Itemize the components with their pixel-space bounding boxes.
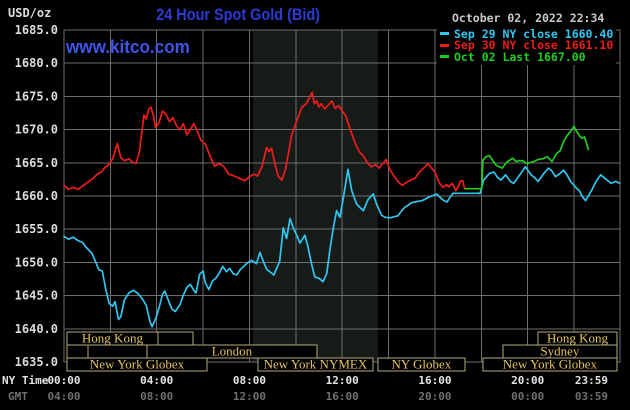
session-label: Hong Kong: [82, 331, 144, 346]
x-tick-label: 16:00: [418, 374, 451, 387]
session-label: London: [212, 344, 253, 359]
y-tick-label: 1640.0: [15, 322, 58, 336]
legend: Sep 29 NY close 1660.40 Sep 30 NY close 1…: [437, 26, 617, 65]
session-box-ny-globex: NY Globex: [377, 357, 466, 372]
y-tick-label: 1650.0: [15, 255, 58, 269]
session-label: New York Globex: [90, 357, 185, 372]
x-axis-row-gmt: GMT 04:00 08:00 12:00 16:00 20:00 00:00 03:59: [8, 390, 608, 403]
session-box-hong-kong: Hong Kong: [66, 331, 159, 346]
x-tick-label: 12:00: [326, 374, 359, 387]
x-axis-row-label: GMT: [8, 390, 28, 403]
kitco-watermark: www.kitco.com: [66, 37, 190, 57]
units-label: USD/oz: [8, 6, 52, 20]
session-label: New York Globex: [503, 357, 598, 372]
y-tick-label: 1645.0: [15, 289, 58, 303]
legend-dash-icon: [440, 32, 449, 36]
legend-item-sep-29: Sep 29 NY close 1660.40: [440, 26, 614, 41]
session-box-new-york-nymex: New York NYMEX: [257, 357, 374, 372]
x-tick-label: 00:00: [47, 374, 80, 387]
y-tick-label: 1680.0: [15, 56, 58, 70]
y-tick-label: 1665.0: [15, 156, 58, 170]
session-box: [66, 344, 89, 359]
x-tick-label: 23:59: [575, 374, 608, 387]
x-axis-row-ny-time: NY Time 00:00 04:00 08:00 12:00 16:00 20:00 23:…: [2, 374, 608, 387]
x-tick-label: 04:00: [140, 374, 173, 387]
session-box-new-york-globex: New York Globex: [66, 357, 208, 372]
series-oct-02: [464, 125, 590, 190]
datetime-label: October 02, 2022 22:34: [452, 11, 605, 25]
legend-dash-icon: [440, 55, 449, 59]
y-tick-label: 1670.0: [15, 123, 58, 137]
y-axis-labels: 1685.0 1680.0 1675.0 1670.0 1665.0 1660.0 1655…: [15, 23, 58, 369]
y-tick-label: 1635.0: [15, 355, 58, 369]
session-label: Hong Kong: [547, 331, 609, 346]
session-label: New York NYMEX: [264, 357, 368, 372]
legend-item-oct-02: Oct 02 Last 1667.00: [440, 49, 613, 64]
legend-label: Oct 02 Last 1667.00: [454, 49, 586, 64]
x-tick-label: 20:00: [418, 390, 451, 403]
legend-label: Sep 30 NY close 1661.10: [454, 38, 614, 53]
x-tick-label: 12:00: [233, 390, 266, 403]
x-tick-label: 20:00: [511, 374, 544, 387]
x-tick-label: 16:00: [326, 390, 359, 403]
page-title: 24 Hour Spot Gold (Bid): [156, 5, 320, 24]
session-box-london: London: [146, 344, 318, 359]
session-label: NY Globex: [391, 357, 451, 372]
session-label: Sydney: [540, 344, 580, 359]
series-sep-29: [63, 165, 621, 328]
legend-item-sep-30: Sep 30 NY close 1661.10: [440, 38, 614, 53]
legend-dash-icon: [440, 43, 449, 47]
session-box-sydney: Sydney: [502, 344, 618, 359]
x-tick-label: 03:59: [575, 390, 608, 403]
x-axis-row-label: NY Time: [2, 374, 49, 387]
x-tick-label: 08:00: [233, 374, 266, 387]
y-tick-label: 1655.0: [15, 222, 58, 236]
x-tick-label: 04:00: [47, 390, 80, 403]
y-tick-label: 1660.0: [15, 189, 58, 203]
series-sep-30: [63, 91, 468, 192]
y-tick-label: 1675.0: [15, 89, 58, 103]
legend-label: Sep 29 NY close 1660.40: [454, 26, 614, 41]
x-tick-label: 08:00: [140, 390, 173, 403]
session-box-hong-kong: Hong Kong: [537, 331, 618, 346]
session-box-new-york-globex: New York Globex: [482, 357, 618, 372]
y-tick-label: 1685.0: [15, 23, 58, 37]
x-tick-label: 00:00: [511, 390, 544, 403]
session-box: [157, 331, 194, 346]
